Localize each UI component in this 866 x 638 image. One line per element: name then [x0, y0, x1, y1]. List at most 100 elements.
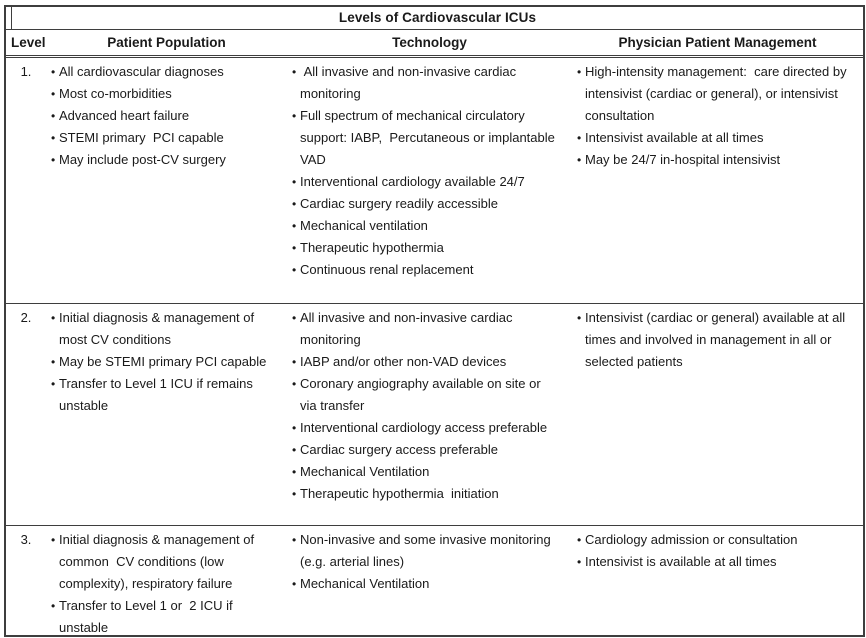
level-1-technology-list: • All invasive and non-invasive cardiac … [287, 58, 572, 303]
bullet-text: Advanced heart failure [59, 108, 190, 123]
icu-levels-table: Levels of Cardiovascular ICUs Level Pati… [4, 5, 865, 637]
bullet-text: Coronary angiography available on site o… [300, 376, 545, 413]
bullet-item: • Most co-morbidities [46, 83, 287, 105]
level-3-technology-list: • Non-invasive and some invasive monitori… [287, 526, 572, 635]
column-header-technology: Technology [392, 35, 467, 50]
bullet-text: Therapeutic hypothermia [300, 240, 444, 255]
column-header-physician-patient-management: Physician Patient Management [618, 35, 817, 50]
bullet-text: Intensivist (cardiac or general) availab… [585, 310, 849, 369]
level-3-patient-population-list: • Initial diagnosis & management of commo… [46, 526, 287, 635]
bullet-text: IABP and/or other non-VAD devices [300, 354, 507, 369]
bullet-icon: • [292, 533, 297, 547]
bullet-item: • Mechanical ventilation [287, 215, 572, 237]
table-row-level-2: 2. • Initial diagnosis & management of mo… [6, 303, 863, 525]
bullet-text: STEMI primary PCI capable [59, 130, 224, 145]
bullet-item: • Intensivist available at all times [572, 127, 863, 149]
table-title-row: Levels of Cardiovascular ICUs [6, 7, 863, 30]
bullet-item: • STEMI primary PCI capable [46, 127, 287, 149]
bullet-item: • Initial diagnosis & management of most … [46, 307, 287, 351]
bullet-item: • Interventional cardiology access prefer… [287, 417, 572, 439]
bullet-text: Intensivist is available at all times [585, 554, 777, 569]
level-2-number: 2. [20, 310, 32, 325]
bullet-text: Non-invasive and some invasive monitorin… [300, 532, 558, 569]
bullet-icon: • [292, 263, 297, 277]
bullet-item: • Mechanical Ventilation [287, 461, 572, 483]
bullet-icon: • [51, 87, 56, 101]
bullet-item: • All invasive and non-invasive cardiac … [287, 61, 572, 105]
bullet-item: • Cardiac surgery readily accessible [287, 193, 572, 215]
bullet-icon: • [292, 65, 297, 79]
bullet-item: • Interventional cardiology available 24/… [287, 171, 572, 193]
bullet-item: • All cardiovascular diagnoses [46, 61, 287, 83]
bullet-text: High-intensity management: care directed… [585, 64, 851, 123]
bullet-icon: • [292, 197, 297, 211]
level-1-physician-management-list: • High-intensity management: care directe… [572, 58, 863, 303]
bullet-icon: • [577, 65, 582, 79]
bullet-icon: • [577, 311, 582, 325]
level-2-patient-population-list: • Initial diagnosis & management of most … [46, 304, 287, 525]
bullet-icon: • [292, 577, 297, 591]
bullet-text: Cardiac surgery readily accessible [300, 196, 498, 211]
bullet-icon: • [292, 175, 297, 189]
bullet-item: • Cardiac surgery access preferable [287, 439, 572, 461]
bullet-item: • Cardiology admission or consultation [572, 529, 863, 551]
bullet-text: Initial diagnosis & management of most C… [59, 310, 258, 347]
bullet-icon: • [292, 377, 297, 391]
bullet-text: Interventional cardiology available 24/7 [300, 174, 525, 189]
bullet-text: Interventional cardiology access prefera… [300, 420, 548, 435]
bullet-text: Transfer to Level 1 ICU if remains unsta… [59, 376, 257, 413]
bullet-text: May include post-CV surgery [59, 152, 226, 167]
bullet-item: • Non-invasive and some invasive monitori… [287, 529, 572, 573]
bullet-text: All invasive and non-invasive cardiac mo… [300, 310, 517, 347]
bullet-text: Mechanical Ventilation [300, 464, 430, 479]
table-title: Levels of Cardiovascular ICUs [338, 10, 537, 25]
bullet-icon: • [577, 153, 582, 167]
bullet-item: • IABP and/or other non-VAD devices [287, 351, 572, 373]
bullet-icon: • [51, 153, 56, 167]
level-3-number: 3. [20, 532, 32, 547]
bullet-item: • Therapeutic hypothermia [287, 237, 572, 259]
bullet-item: • Coronary angiography available on site … [287, 373, 572, 417]
bullet-icon: • [292, 355, 297, 369]
bullet-item: • All invasive and non-invasive cardiac m… [287, 307, 572, 351]
bullet-text: All cardiovascular diagnoses [59, 64, 224, 79]
bullet-text: Therapeutic hypothermia initiation [300, 486, 499, 501]
bullet-item: • Advanced heart failure [46, 105, 287, 127]
bullet-text: Transfer to Level 1 or 2 ICU if unstable [59, 598, 237, 635]
bullet-icon: • [51, 533, 56, 547]
bullet-item: • May include post-CV surgery [46, 149, 287, 171]
table-header-row: Level Patient Population Technology Phys… [6, 30, 863, 58]
title-spacer-cell [6, 7, 12, 29]
bullet-item: • Initial diagnosis & management of commo… [46, 529, 287, 595]
level-1-number: 1. [20, 64, 32, 79]
bullet-text: Cardiology admission or consultation [585, 532, 798, 547]
bullet-icon: • [51, 131, 56, 145]
table-row-level-1: 1. • All cardiovascular diagnoses • Most co… [6, 58, 863, 303]
bullet-icon: • [577, 533, 582, 547]
level-1-patient-population-list: • All cardiovascular diagnoses • Most co-mo… [46, 58, 287, 303]
bullet-text: Cardiac surgery access preferable [300, 442, 498, 457]
bullet-item: • Transfer to Level 1 or 2 ICU if unstabl… [46, 595, 287, 635]
bullet-icon: • [292, 465, 297, 479]
bullet-item: • Intensivist is available at all times [572, 551, 863, 573]
bullet-icon: • [577, 555, 582, 569]
column-header-patient-population: Patient Population [107, 35, 226, 50]
bullet-text: Mechanical ventilation [300, 218, 428, 233]
table-row-level-3: 3. • Initial diagnosis & management of co… [6, 525, 863, 635]
bullet-item: • Full spectrum of mechanical circulatory… [287, 105, 572, 171]
bullet-text: Intensivist available at all times [585, 130, 764, 145]
bullet-text: May be 24/7 in-hospital intensivist [585, 152, 781, 167]
bullet-icon: • [51, 355, 56, 369]
bullet-icon: • [292, 311, 297, 325]
bullet-icon: • [51, 311, 56, 325]
bullet-item: • Intensivist (cardiac or general) availa… [572, 307, 863, 373]
bullet-icon: • [51, 65, 56, 79]
column-header-level: Level [11, 35, 46, 50]
bullet-text: All invasive and non-invasive cardiac mo… [300, 64, 520, 101]
bullet-item: • Therapeutic hypothermia initiation [287, 483, 572, 505]
bullet-icon: • [577, 131, 582, 145]
bullet-icon: • [292, 487, 297, 501]
bullet-item: • May be STEMI primary PCI capable [46, 351, 287, 373]
bullet-icon: • [292, 443, 297, 457]
bullet-icon: • [51, 109, 56, 123]
